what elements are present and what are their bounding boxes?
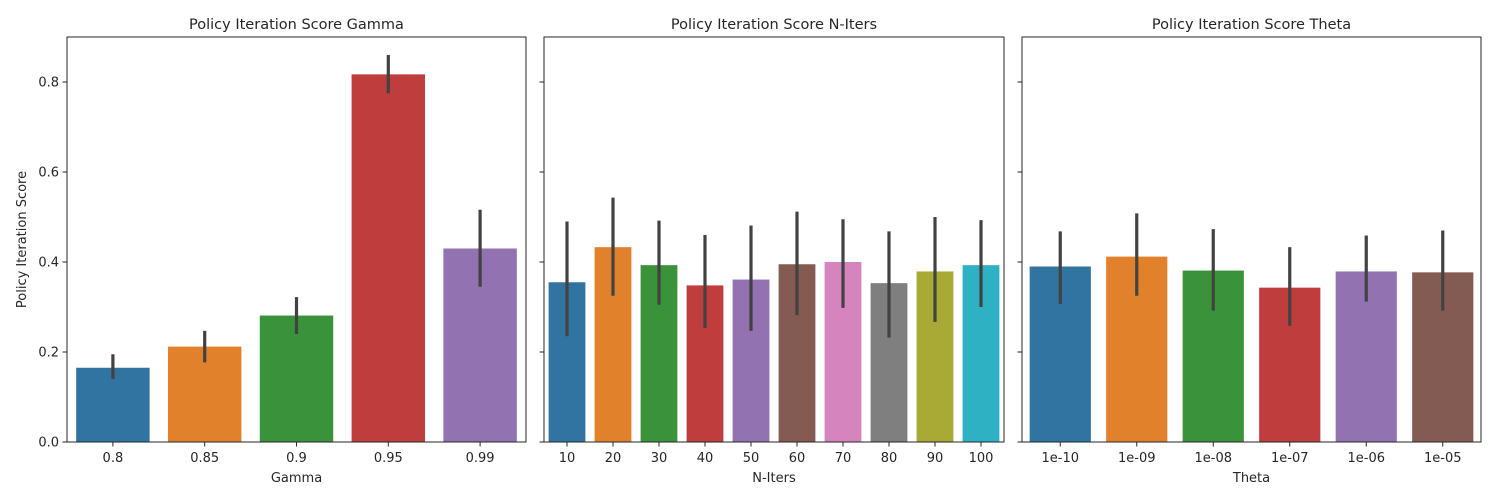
panel-2: 10 20 30 40 50 60 70 80 90 100 Policy Iteration Sc… — [539, 17, 1005, 486]
axes-frame — [543, 36, 1005, 443]
x-tick-label: 1e-07 — [1271, 451, 1309, 466]
x-tick-label: 1e-05 — [1424, 451, 1462, 466]
y-axis-label: Policy Iteration Score — [15, 171, 30, 308]
x-tick-label: 70 — [835, 451, 852, 466]
x-tick-label: 100 — [969, 451, 994, 466]
x-axis-label: Gamma — [271, 471, 322, 486]
x-tick-label: 0.8 — [103, 451, 124, 466]
x-axis-label: Theta — [1232, 471, 1270, 486]
x-tick-label: 30 — [651, 451, 668, 466]
x-tick-label: 10 — [559, 451, 576, 466]
bar-0.9 — [259, 315, 334, 442]
bar-0.95 — [351, 74, 426, 442]
x-tick-label: 1e-06 — [1347, 451, 1385, 466]
y-tick-label: 0.0 — [38, 436, 59, 451]
x-tick-label: 60 — [789, 451, 806, 466]
x-tick-label: 50 — [743, 451, 760, 466]
chart-title: Policy Iteration Score N-Iters — [671, 17, 877, 33]
x-tick-label: 40 — [697, 451, 714, 466]
x-axis-label: N-Iters — [752, 471, 796, 486]
x-tick-label: 0.99 — [466, 451, 495, 466]
x-tick-label: 80 — [881, 451, 898, 466]
x-tick-label: 90 — [927, 451, 944, 466]
axes-frame — [1021, 36, 1482, 443]
chart-title: Policy Iteration Score Theta — [1152, 17, 1351, 33]
y-tick-label: 0.4 — [38, 256, 59, 271]
bar-0.85 — [167, 346, 242, 442]
x-tick-label: 0.9 — [286, 451, 307, 466]
y-tick-label: 0.6 — [38, 166, 59, 181]
x-tick-label: 20 — [605, 451, 622, 466]
panel-1: 0.0 0.2 0.4 0.6 0.8 0.8 0.85 0.9 0.95 0.99 Policy … — [15, 17, 527, 486]
chart-title: Policy Iteration Score Gamma — [189, 17, 404, 33]
x-tick-label: 1e-08 — [1194, 451, 1232, 466]
panel-3: 1e-10 1e-09 1e-08 1e-07 1e-06 1e-05 Policy Ite… — [1017, 17, 1482, 486]
bar-0.8 — [76, 367, 150, 442]
y-tick-label: 0.8 — [38, 76, 59, 91]
y-tick-label: 0.2 — [38, 346, 59, 361]
x-tick-label: 0.95 — [374, 451, 403, 466]
x-tick-label: 1e-10 — [1041, 451, 1079, 466]
x-tick-label: 1e-09 — [1118, 451, 1156, 466]
x-tick-label: 0.85 — [190, 451, 219, 466]
